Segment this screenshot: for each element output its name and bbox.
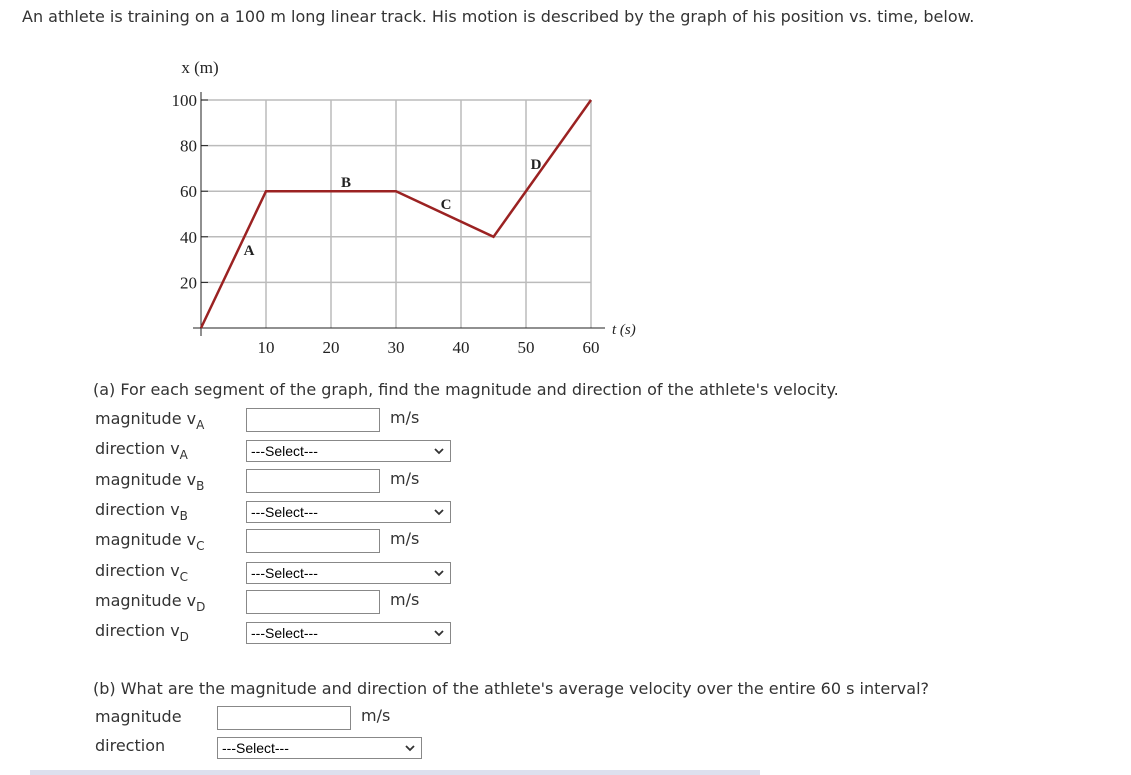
- label-text: direction: [95, 736, 166, 755]
- field-label: magnitude vB: [95, 470, 204, 493]
- field-label: magnitude: [95, 707, 182, 726]
- label-subscript: B: [196, 478, 205, 493]
- select-dropdown[interactable]: ---Select---: [246, 561, 451, 584]
- field-label: direction vC: [95, 561, 188, 584]
- unit: m/s: [390, 468, 420, 488]
- label-text: magnitude v: [95, 469, 197, 489]
- x-tick-label: 20: [323, 338, 340, 357]
- field-label: magnitude vA: [95, 409, 204, 432]
- unit: m/s: [390, 408, 420, 427]
- question-a: (a) For each segment of the graph, find …: [93, 380, 839, 399]
- x-tick-label: 10: [258, 338, 275, 357]
- unit: m/s: [390, 589, 420, 609]
- select-dropdown[interactable]: ---Select---: [246, 622, 451, 645]
- chevron: [434, 509, 444, 516]
- select-dropdown[interactable]: ---Select---: [217, 737, 422, 759]
- label-text: magnitude v: [95, 530, 197, 550]
- chevron: [434, 630, 444, 637]
- intro: An athlete is training on a 100 m long l…: [22, 7, 975, 26]
- label-text: magnitude v: [95, 409, 197, 428]
- chevron: [434, 448, 444, 455]
- y-tick-label: 40: [180, 228, 197, 247]
- x-axis-label: t (s): [612, 322, 636, 338]
- field-label: magnitude vD: [95, 591, 205, 614]
- x-tick-label: 50: [518, 338, 535, 357]
- label-text: magnitude: [95, 707, 182, 726]
- label-text: direction v: [95, 439, 180, 459]
- label-subscript: D: [196, 599, 206, 614]
- y-tick-label: 100: [172, 91, 198, 110]
- field-label: direction vB: [95, 500, 188, 523]
- chart: 10 20 30 40 50 60 20 40 60 80 100 x (m) t (s) A B C D: [172, 58, 636, 357]
- label-subscript: C: [179, 569, 189, 584]
- segment-label: C: [441, 197, 452, 213]
- field-label: magnitude vC: [95, 530, 205, 553]
- label-subscript: B: [179, 508, 188, 523]
- y-tick-label: 80: [180, 137, 197, 156]
- segment-label: D: [531, 157, 542, 173]
- label-text: direction v: [95, 560, 180, 580]
- field-label: direction: [95, 736, 165, 755]
- data-line: [199, 99, 593, 329]
- answer-input[interactable]: [246, 408, 380, 432]
- chevron: [434, 569, 444, 576]
- unit: m/s: [361, 706, 391, 725]
- label-subscript: C: [196, 539, 205, 554]
- segment-label: A: [244, 243, 255, 259]
- y-tick-label: 20: [180, 273, 197, 292]
- select-dropdown[interactable]: ---Select---: [246, 440, 451, 463]
- answer-input[interactable]: [246, 529, 380, 554]
- segment-label: B: [341, 175, 351, 191]
- label-text: direction v: [95, 499, 180, 519]
- x-tick-label: 60: [583, 338, 600, 357]
- question-b: (b) What are the magnitude and direction…: [93, 679, 930, 698]
- label-subscript: A: [179, 448, 188, 463]
- x-tick-label: 30: [388, 338, 405, 357]
- label-text: magnitude v: [95, 590, 197, 610]
- answer-input[interactable]: [246, 589, 380, 614]
- label-text: direction v: [95, 621, 180, 641]
- y-axis-label: x (m): [181, 58, 218, 77]
- bottom-bar: [30, 770, 760, 775]
- answer-input[interactable]: [246, 468, 380, 493]
- unit: m/s: [390, 529, 420, 549]
- y-tick-label: 60: [180, 182, 197, 201]
- field-label: direction vA: [95, 439, 188, 462]
- answer-input[interactable]: [217, 706, 351, 730]
- select-dropdown[interactable]: ---Select---: [246, 500, 451, 523]
- chevron: [405, 745, 415, 752]
- x-tick-label: 40: [453, 338, 470, 357]
- field-label: direction vD: [95, 621, 189, 644]
- label-subscript: A: [196, 418, 205, 432]
- label-subscript: D: [179, 630, 189, 645]
